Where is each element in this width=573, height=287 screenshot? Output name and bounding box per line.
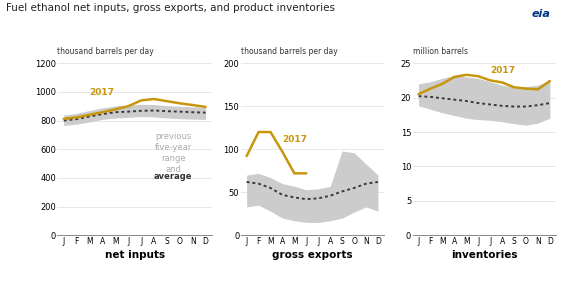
Text: thousand barrels per day: thousand barrels per day — [57, 47, 154, 56]
Text: 2017: 2017 — [282, 135, 308, 144]
Text: eia: eia — [531, 9, 550, 19]
X-axis label: gross exports: gross exports — [272, 250, 352, 260]
Text: 2017: 2017 — [89, 88, 115, 97]
X-axis label: net inputs: net inputs — [105, 250, 164, 260]
Text: million barrels: million barrels — [413, 47, 468, 56]
Text: thousand barrels per day: thousand barrels per day — [241, 47, 337, 56]
Text: Fuel ethanol net inputs, gross exports, and product inventories: Fuel ethanol net inputs, gross exports, … — [6, 3, 335, 13]
X-axis label: inventories: inventories — [451, 250, 517, 260]
Text: previous
five-year
range
and: previous five-year range and — [155, 132, 192, 174]
Text: average: average — [154, 172, 193, 181]
Text: 2017: 2017 — [490, 66, 515, 75]
